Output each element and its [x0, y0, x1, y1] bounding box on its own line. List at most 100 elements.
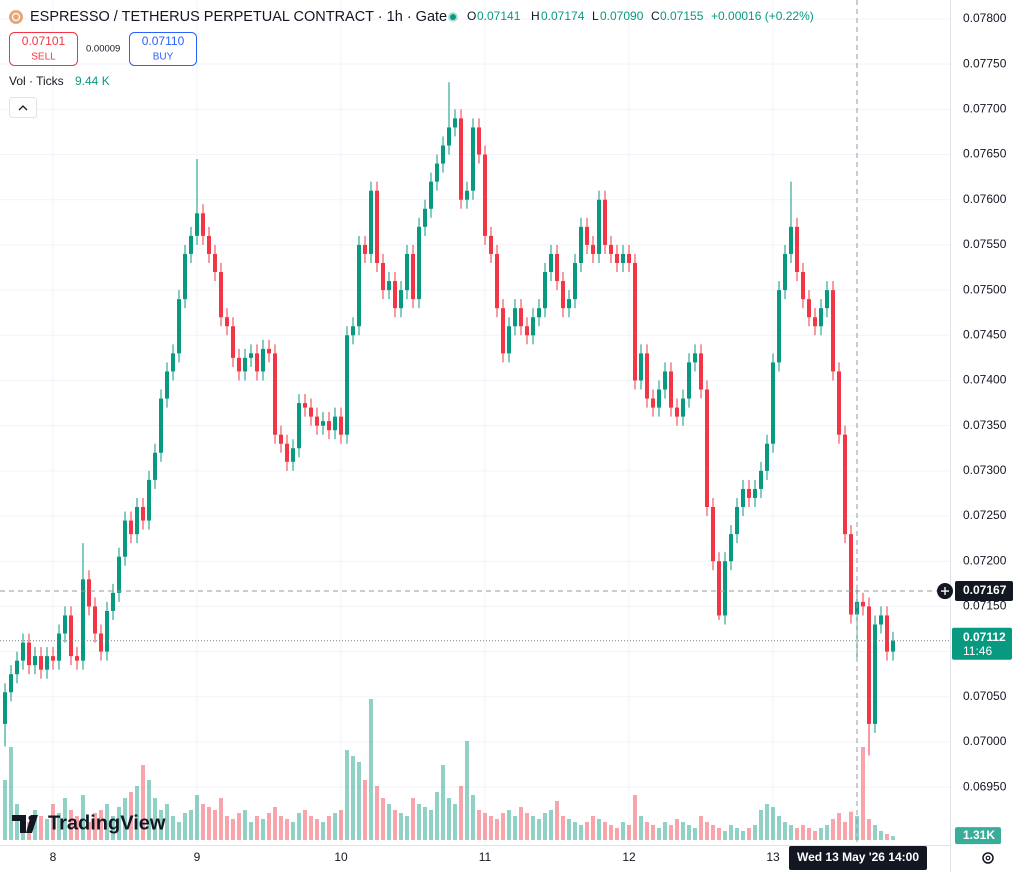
volume-bar: [74, 816, 79, 840]
candle-body: [686, 362, 691, 399]
y-tick-label: 0.07800: [963, 11, 1007, 25]
candle-body: [236, 357, 241, 372]
candle-body: [446, 127, 451, 146]
volume-bar: [218, 798, 223, 840]
candle-body: [116, 556, 121, 593]
candle-body: [500, 308, 505, 354]
candle-body: [602, 199, 607, 245]
volume-bar: [320, 822, 325, 840]
candle-body: [668, 371, 673, 408]
candle-body: [170, 353, 175, 372]
watermark: TradingView: [48, 812, 166, 834]
candle-body: [50, 656, 55, 661]
candle-body: [350, 326, 355, 336]
volume-bar: [50, 804, 55, 840]
volume-bar: [200, 804, 205, 840]
volume-bar: [512, 816, 517, 840]
volume-bar: [446, 798, 451, 840]
candles: [2, 82, 895, 756]
volume-bar: [548, 810, 553, 840]
volume-bar: [518, 807, 523, 840]
candle-body: [758, 470, 763, 489]
volume-bar: [716, 828, 721, 840]
volume-bar: [326, 816, 331, 840]
candle-body: [44, 656, 49, 670]
volume-bar: [596, 819, 601, 840]
volume-bar: [314, 819, 319, 840]
candle-body: [560, 281, 565, 309]
volume-bar: [542, 813, 547, 840]
crosshair-price-label: 0.07167: [963, 583, 1007, 597]
candle-body: [867, 606, 871, 724]
volume-bar: [794, 828, 799, 840]
volume-bar: [434, 792, 439, 840]
volume-bar: [770, 807, 775, 840]
sell-label: SELL: [31, 52, 56, 63]
volume-bar: [254, 816, 259, 840]
candle-body: [242, 357, 247, 372]
candle-body: [458, 118, 463, 200]
volume-bar: [752, 825, 757, 840]
candle-body: [74, 656, 79, 661]
legend-label: H: [531, 9, 540, 23]
volume-bar: [266, 813, 271, 840]
buy-button[interactable]: [129, 32, 197, 66]
candle-body: [879, 615, 883, 625]
volume-bar: [849, 811, 853, 840]
candle-body: [891, 640, 895, 652]
candle-body: [596, 199, 601, 254]
candle-body: [476, 127, 481, 155]
volume-bar: [206, 807, 211, 840]
candle-body: [20, 642, 25, 661]
volume-bar: [662, 822, 667, 840]
legend-change: +0.00016 (+0.22%): [711, 9, 814, 23]
volume-bar: [440, 765, 445, 840]
buy-label: BUY: [153, 52, 174, 63]
volume-bar: [632, 795, 637, 840]
candle-body: [734, 507, 739, 535]
candle-body: [590, 244, 595, 254]
y-tick-label: 0.07350: [963, 418, 1007, 432]
candle-body: [104, 610, 109, 652]
volume-bar: [242, 810, 247, 840]
candle-body: [218, 272, 223, 318]
volume-bar: [62, 798, 67, 840]
volume-bar: [374, 786, 379, 840]
volume-bar: [674, 819, 679, 840]
candle-body: [260, 348, 265, 372]
candle-body: [8, 674, 13, 693]
collapse-button[interactable]: [9, 97, 37, 118]
x-tick-label: 8: [50, 850, 57, 864]
volume-bar: [56, 813, 61, 840]
volume-bar: [530, 816, 535, 840]
settings-icon[interactable]: [982, 852, 994, 864]
candle-body: [782, 253, 787, 291]
candle-body: [410, 253, 415, 300]
volume-bar: [488, 816, 493, 840]
volume-bar: [728, 825, 733, 840]
candle-body: [434, 163, 439, 182]
candle-body: [278, 434, 283, 444]
volume-bar: [819, 828, 823, 840]
volume-bar: [104, 804, 109, 840]
candle-body: [314, 416, 319, 426]
candle-body: [740, 488, 745, 507]
candle-body: [620, 253, 625, 263]
candle-body: [837, 371, 841, 435]
volume-bar: [128, 792, 133, 840]
legend-label: L: [592, 9, 599, 23]
volume-bar: [680, 822, 685, 840]
candle-body: [38, 656, 43, 670]
volume-bar: [116, 807, 121, 840]
volume-bar: [536, 819, 541, 840]
candle-body: [32, 656, 37, 666]
indicator-value: 9.44 K: [75, 74, 110, 88]
volume-bar: [194, 795, 199, 840]
sell-button[interactable]: [9, 32, 78, 66]
sell-price: 0.07101: [22, 34, 66, 48]
overlay: [0, 0, 950, 845]
volume-bar: [464, 741, 469, 840]
volume-bar: [692, 828, 697, 840]
candle-body: [819, 308, 823, 327]
y-tick-label: 0.07750: [963, 56, 1007, 70]
